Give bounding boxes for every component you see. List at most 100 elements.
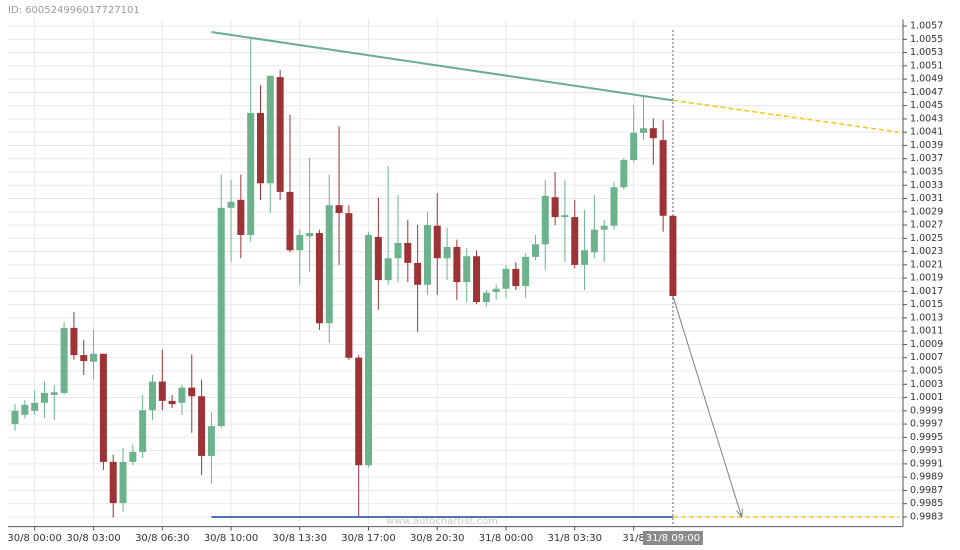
y-tick-label: 1.0009	[910, 339, 943, 350]
x-tick-label: 30/8 17:00	[341, 533, 395, 544]
candle-body	[325, 205, 333, 324]
candle-body	[70, 327, 78, 356]
y-tick-label: 1.0007	[910, 352, 943, 363]
y-tick-label: 1.0041	[910, 127, 943, 138]
crosshair-label: 31/8 09:00	[646, 533, 700, 544]
y-tick-label: 1.0021	[910, 259, 943, 270]
candle-body	[423, 225, 431, 285]
forecast-arrow	[672, 295, 743, 518]
x-tick-label: 31/8	[622, 533, 644, 544]
candle-body	[394, 242, 402, 259]
y-tick-label: 0.9983	[910, 511, 943, 522]
y-tick-label: 1.0051	[910, 60, 943, 71]
candle-body	[286, 191, 294, 251]
candle-body	[541, 195, 549, 245]
candle-body	[158, 381, 166, 401]
y-tick-label: 1.0031	[910, 193, 943, 204]
x-tick-label: 30/8 06:30	[135, 533, 189, 544]
candle-body	[266, 75, 274, 184]
y-tick-label: 1.0039	[910, 140, 943, 151]
candle-body	[522, 256, 530, 287]
candle-body	[188, 387, 196, 397]
candle-body	[40, 392, 48, 403]
x-tick-label: 31/8 00:00	[479, 533, 533, 544]
y-tick-label: 1.0035	[910, 166, 943, 177]
candle-body	[139, 410, 147, 452]
candle-body	[571, 217, 579, 265]
y-tick-label: 1.0027	[910, 220, 943, 231]
chart-id: ID: 600524996017727101	[8, 5, 140, 16]
candle-body	[227, 201, 235, 208]
candle-body	[433, 225, 441, 259]
y-tick-label: 1.0001	[910, 392, 943, 403]
y-tick-label: 1.0049	[910, 74, 943, 85]
candle-body	[473, 256, 481, 303]
candle-body	[178, 387, 186, 403]
candle-body	[443, 246, 451, 259]
watermark: www.autochartist.com	[386, 516, 498, 527]
candle-body	[335, 205, 343, 214]
y-tick-label: 0.9997	[910, 419, 943, 430]
y-tick-label: 0.9989	[910, 472, 943, 483]
candle-body	[561, 215, 569, 218]
y-tick-label: 1.0025	[910, 233, 943, 244]
x-tick-label: 30/8 03:00	[66, 533, 120, 544]
candle-body	[50, 392, 58, 395]
candle-body	[639, 128, 647, 133]
candle-body	[207, 426, 215, 456]
candle-body	[168, 400, 176, 405]
crosshair-label-bg	[642, 531, 703, 545]
candle-body	[315, 233, 323, 324]
y-tick-label: 1.0005	[910, 366, 943, 377]
candle-body	[99, 353, 107, 462]
candle-body	[306, 233, 314, 237]
candle-body	[453, 246, 461, 283]
candle-body	[590, 229, 598, 253]
candle-body	[463, 256, 471, 283]
y-tick-label: 1.0037	[910, 153, 943, 164]
candle-body	[482, 292, 490, 303]
candle-body	[649, 128, 657, 139]
candle-body	[129, 451, 137, 462]
y-tick-label: 1.0033	[910, 180, 943, 191]
x-tick-label: 30/8 20:30	[410, 533, 464, 544]
candle-body	[600, 225, 608, 230]
candle-body	[31, 402, 39, 411]
y-tick-label: 1.0029	[910, 206, 943, 217]
y-tick-label: 1.0011	[910, 326, 943, 337]
y-tick-label: 0.9995	[910, 432, 943, 443]
resistance-line	[211, 31, 674, 102]
y-tick-label: 0.9987	[910, 485, 943, 496]
x-tick-label: 30/8 13:30	[273, 533, 327, 544]
candle-body	[502, 268, 510, 289]
x-tick-label: 31/8 03:30	[548, 533, 602, 544]
candle-body	[512, 268, 520, 287]
candle-body	[492, 288, 500, 293]
y-tick-label: 1.0019	[910, 273, 943, 284]
candle-body	[247, 112, 255, 236]
candle-body	[610, 187, 618, 226]
candle-body	[119, 461, 127, 504]
candle-body	[90, 353, 98, 362]
candle-body	[414, 262, 422, 285]
candle-body	[276, 77, 284, 192]
candle-body	[669, 215, 677, 297]
candle-body	[355, 357, 363, 466]
x-tick-label: 30/8 10:00	[204, 533, 258, 544]
y-tick-label: 1.0047	[910, 87, 943, 98]
candle-body	[551, 197, 559, 218]
y-tick-label: 1.0055	[910, 34, 943, 45]
candle-body	[296, 235, 304, 251]
resistance-line-projection	[672, 99, 899, 133]
y-tick-label: 1.0023	[910, 246, 943, 257]
candle-body	[11, 410, 19, 425]
candle-body	[345, 213, 353, 358]
y-tick-label: 1.0015	[910, 299, 943, 310]
y-tick-label: 0.9985	[910, 498, 943, 509]
candle-body	[60, 327, 68, 393]
candle-body	[21, 404, 29, 415]
candle-body	[80, 355, 88, 362]
candle-body	[374, 237, 382, 281]
candle-body	[404, 242, 412, 263]
